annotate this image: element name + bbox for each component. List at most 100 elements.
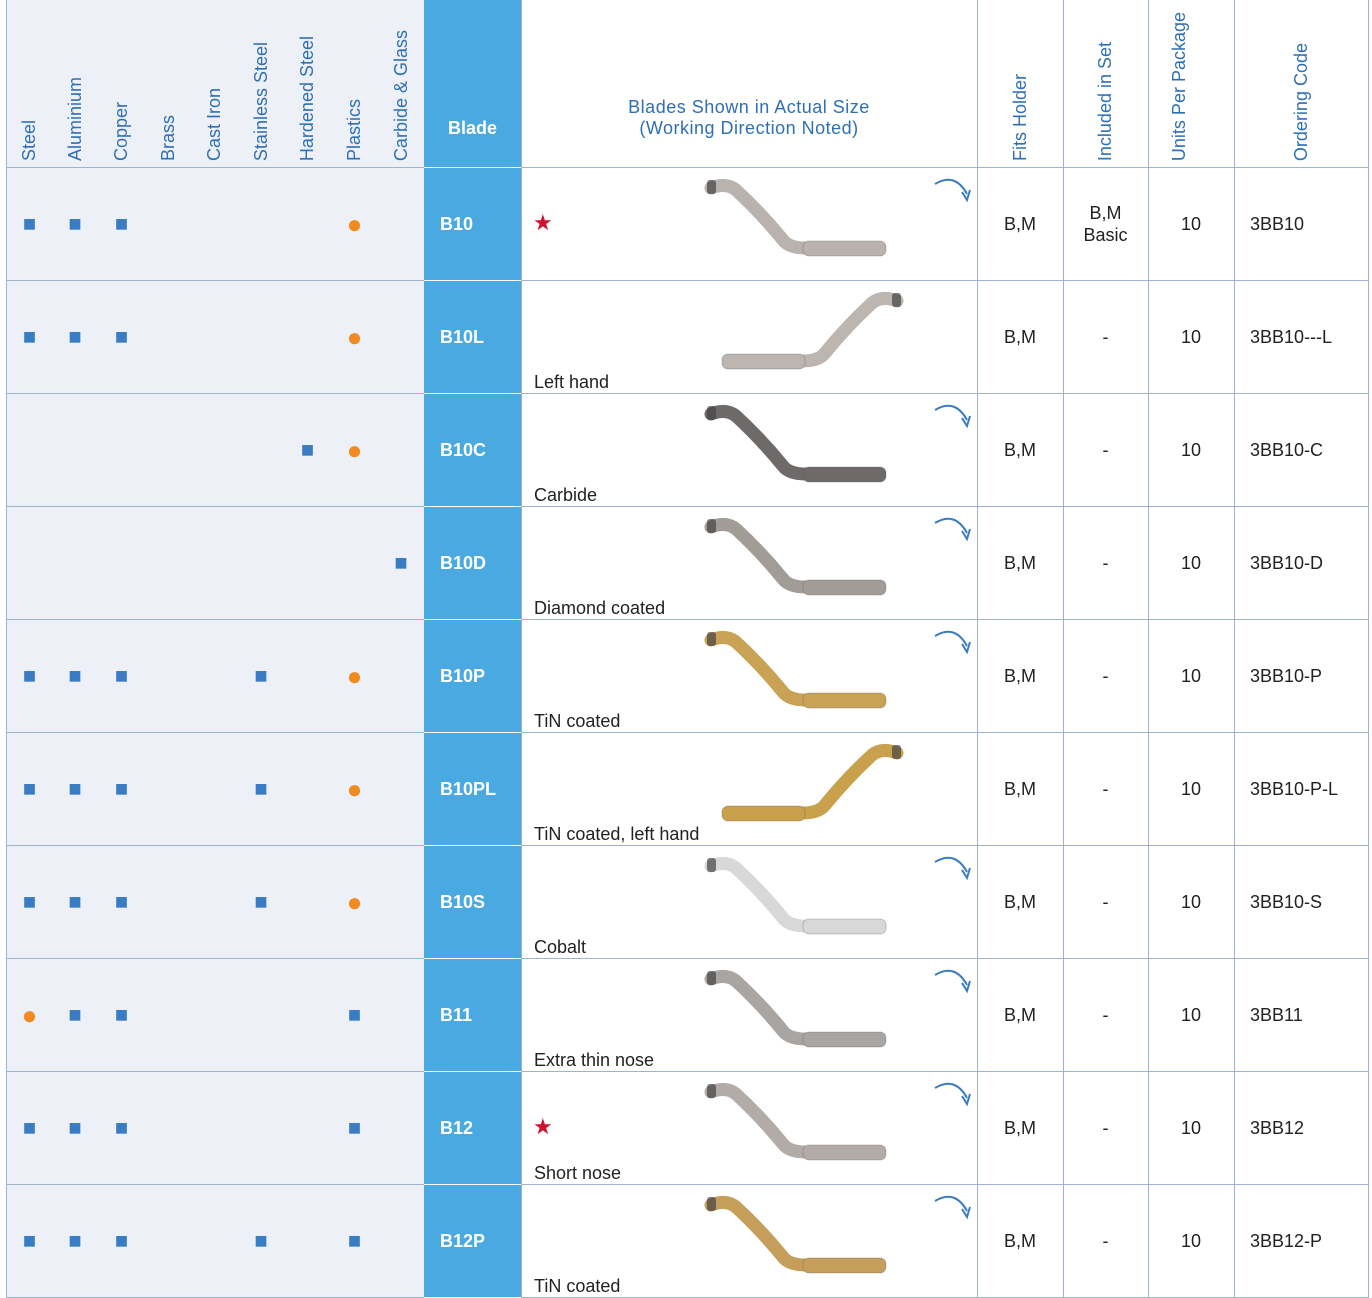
material-symbol: ● [346,435,363,465]
code-cell: 3BB10-S [1234,846,1369,959]
material-symbol: ■ [68,1115,82,1140]
blade-image [704,517,971,596]
material-cell [52,507,99,620]
units: 10 [1180,666,1202,686]
note: Cobalt [534,937,587,957]
units: 10 [1180,1005,1202,1025]
material-symbol: ● [346,322,363,352]
header-cell: Copper [98,0,146,168]
material-cell [284,959,332,1072]
header-cell: Aluminium [52,0,99,168]
fits: B,M [1003,1005,1036,1025]
blade-image [704,1195,971,1274]
blade-header: Blade [447,118,498,138]
header-cell: Steel [6,0,53,168]
fits-cell: B,M [977,1072,1064,1185]
material-cell [238,281,285,394]
included: - [1102,892,1109,912]
material-cell: ■ [52,620,99,733]
header-cell: Carbide & Glass [378,0,425,168]
note: Short nose [534,1163,622,1183]
material-cell: ■ [6,846,53,959]
code-header: Ordering Code [1290,42,1311,161]
material-cell [191,1185,239,1298]
material-symbol: ● [346,774,363,804]
blade-image [704,856,971,935]
header-cell: Fits Holder [977,0,1064,168]
fits: B,M [1003,553,1036,573]
fits-cell: B,M [977,620,1064,733]
material-cell [284,281,332,394]
included-cell: - [1063,507,1149,620]
material-cell [284,733,332,846]
note: TiN coated [534,1276,621,1296]
material-header: Cast Iron [204,87,224,161]
units-cell: 10 [1148,620,1235,733]
included-cell: - [1063,733,1149,846]
header-cell: Blades Shown in Actual Size (Working Dire… [521,0,978,168]
star: ★ [533,1114,553,1139]
header-cell: Included in Set [1063,0,1149,168]
units: 10 [1180,327,1202,347]
material-cell [284,846,332,959]
material-cell: ■ [6,733,53,846]
code: 3BB12-P [1250,1230,1323,1251]
code-cell: 3BB10-C [1234,394,1369,507]
units-cell: 10 [1148,168,1235,281]
blade-name: B10D [440,552,487,573]
material-cell [378,1072,425,1185]
fits-cell: B,M [977,168,1064,281]
note: TiN coated [534,711,621,731]
material-symbol: ■ [347,1228,362,1253]
material-cell: ● [331,733,379,846]
code: 3BB10-P-L [1250,778,1339,799]
material-symbol: ● [346,661,363,691]
material-symbol: ■ [114,889,129,914]
code-cell: 3BB10 [1234,168,1369,281]
units: 10 [1180,553,1202,573]
material-cell [378,733,425,846]
header-cell: Units Per Package [1148,0,1235,168]
image-cell: Carbide [521,394,978,507]
code: 3BB11 [1250,1004,1303,1025]
included: - [1102,553,1109,573]
image-cell: Diamond coated [521,507,978,620]
material-cell [331,507,379,620]
material-cell [378,168,425,281]
material-cell [378,281,425,394]
material-cell: ■ [52,733,99,846]
material-cell [238,1072,285,1185]
material-cell: ■ [52,959,99,1072]
material-cell [191,733,239,846]
code: 3BB10-C [1250,439,1324,460]
material-symbol: ■ [394,550,408,575]
fits-cell: B,M [977,394,1064,507]
material-cell [145,620,192,733]
material-symbol: ● [21,1000,38,1030]
code: 3BB10 [1250,213,1305,234]
material-cell: ■ [284,394,332,507]
material-cell: ■ [52,1072,99,1185]
material-cell: ■ [6,281,53,394]
material-cell: ■ [6,1185,53,1298]
fits: B,M [1003,892,1036,912]
included: - [1102,327,1109,347]
fits: B,M [1003,327,1036,347]
included-cell: - [1063,846,1149,959]
image-header: Blades Shown in Actual Size [628,97,870,117]
material-symbol: ■ [300,437,315,462]
material-cell [145,507,192,620]
material-symbol: ■ [114,1228,129,1253]
blade-name: B12P [440,1230,486,1251]
material-symbol: ■ [22,1115,37,1140]
material-cell [191,281,239,394]
note: Extra thin nose [534,1050,655,1070]
fits-cell: B,M [977,959,1064,1072]
material-cell [191,507,239,620]
material-cell [6,394,53,507]
material-header: Steel [19,119,39,161]
material-cell: ● [331,846,379,959]
fits: B,M [1003,440,1036,460]
image-cell: ★ [521,168,978,281]
material-cell: ■ [98,846,146,959]
